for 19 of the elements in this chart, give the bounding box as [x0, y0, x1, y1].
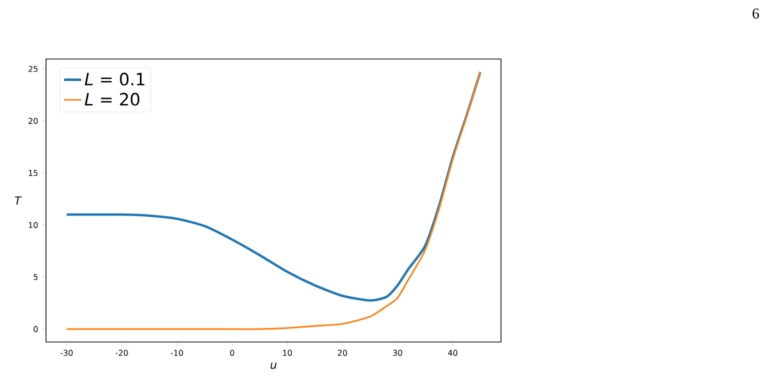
y-axis-title: T: [14, 196, 22, 205]
text: 6: [752, 8, 760, 19]
x-tick-label: 40: [448, 350, 458, 356]
x-tick-label: 30: [393, 350, 402, 356]
y-tick-label: 0: [34, 326, 38, 332]
y-tick-label: 25: [28, 66, 38, 72]
y-tick-label: 10: [28, 222, 38, 228]
x-tick-label: 0: [230, 350, 234, 356]
legend-label: L = 20: [84, 92, 140, 106]
legend-label: L = 0.1: [84, 72, 144, 86]
y-tick-label: 15: [28, 170, 38, 176]
x-tick-label: -20: [116, 350, 128, 356]
x-tick-label: 10: [283, 350, 292, 356]
x-tick-label: -10: [170, 350, 183, 356]
x-tick-label: -30: [60, 350, 73, 356]
y-tick-label: 20: [28, 118, 38, 124]
x-axis-title: u: [270, 362, 276, 369]
y-tick-label: 5: [34, 274, 38, 280]
x-tick-label: 20: [338, 350, 348, 356]
